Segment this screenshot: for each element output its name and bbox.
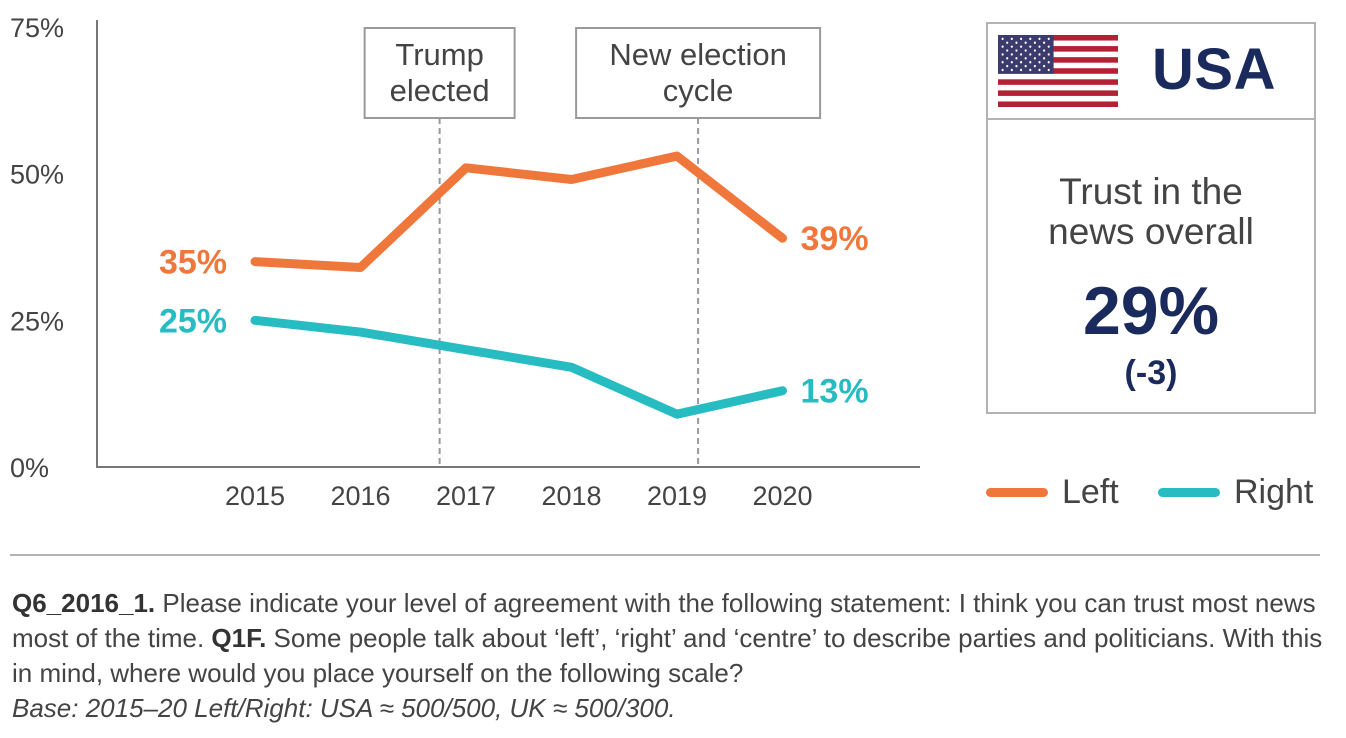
x-tick-label: 2018 <box>541 481 601 511</box>
data-label-right: 13% <box>801 373 869 411</box>
country-panel: USA Trust in the news overall 29% (-3) <box>986 22 1316 414</box>
event-label-text: Trump <box>395 37 483 72</box>
legend-item-right: Right <box>1158 473 1313 512</box>
y-tick-label: 50% <box>10 160 64 190</box>
trust-line-chart: 0% 25% 50% 75% 2015 2016 2017 2018 2019 2020 Tru… <box>10 13 920 511</box>
axes <box>96 20 920 468</box>
trust-label-line1: Trust in the <box>1059 171 1243 212</box>
legend-item-left: Left <box>986 473 1119 512</box>
data-labels: 35% 39% 25% 13% <box>159 220 869 411</box>
trust-value: 29% <box>1082 273 1220 349</box>
legend-swatch-left <box>986 488 1048 497</box>
x-tick-label: 2017 <box>436 481 496 511</box>
legend-label-right: Right <box>1234 473 1314 511</box>
x-tick-label: 2016 <box>330 481 390 511</box>
event-label-box <box>575 27 822 119</box>
y-tick-label: 25% <box>10 306 64 336</box>
us-flag-icon <box>998 35 1118 107</box>
question-code-2: Q1F. <box>211 623 267 653</box>
event-label-text: elected <box>390 73 490 108</box>
question-text-2: Some people talk about ‘left’, ‘right’ a… <box>12 623 1323 688</box>
trust-label: Trust in the news overall <box>988 172 1314 252</box>
x-tick-label: 2015 <box>225 481 285 511</box>
series-line-left <box>250 151 787 273</box>
panel-header: USA <box>988 24 1314 120</box>
trust-change: (-3) <box>1124 354 1178 392</box>
event-label-text: New election <box>609 37 786 72</box>
event-label-text: cycle <box>663 73 734 108</box>
y-tick-label: 0% <box>10 453 49 483</box>
legend: Left Right <box>986 473 1326 517</box>
x-tick-label: 2019 <box>647 481 707 511</box>
series-lines <box>250 151 787 419</box>
data-label-left: 39% <box>801 220 869 258</box>
x-tick-label: 2020 <box>752 481 812 511</box>
country-name: USA <box>1152 37 1276 102</box>
legend-label-left: Left <box>1062 473 1119 511</box>
x-ticks: 2015 2016 2017 2018 2019 2020 <box>225 481 813 511</box>
y-tick-label: 75% <box>10 13 64 43</box>
series-line-right <box>250 315 787 419</box>
question-text-1: Please indicate your level of agreement … <box>12 588 1316 653</box>
event-label-box <box>363 27 516 119</box>
trust-label-line2: news overall <box>1048 211 1254 252</box>
y-ticks: 0% 25% 50% 75% <box>10 13 64 483</box>
data-label-left: 35% <box>159 244 227 282</box>
question-code-1: Q6_2016_1. <box>12 588 156 618</box>
footnote: Q6_2016_1. Please indicate your level of… <box>12 586 1332 726</box>
base-note: Base: 2015–20 Left/Right: USA ≈ 500/500,… <box>12 693 676 723</box>
legend-swatch-right <box>1158 488 1220 497</box>
divider <box>10 554 1320 556</box>
data-label-right: 25% <box>159 302 227 340</box>
